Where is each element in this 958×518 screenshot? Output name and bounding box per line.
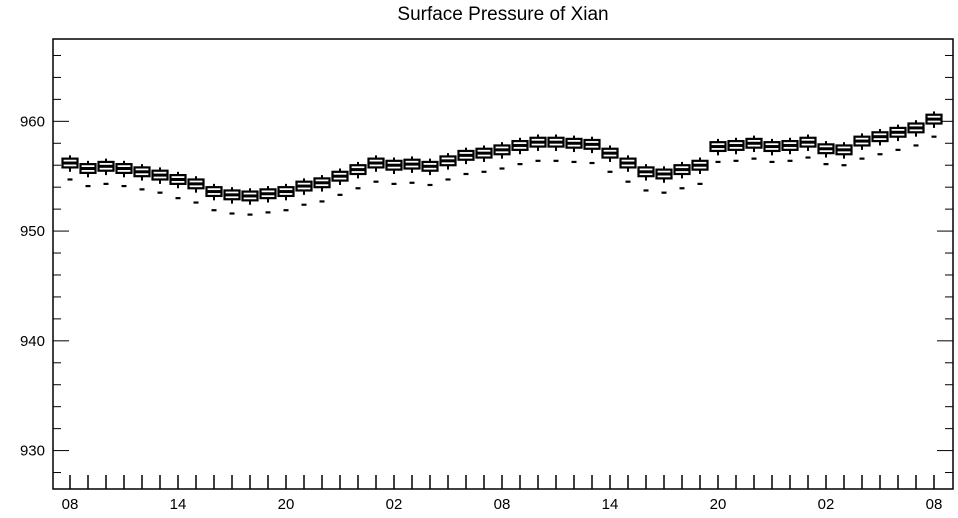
box xyxy=(673,161,691,190)
box xyxy=(385,157,403,185)
box xyxy=(709,138,727,164)
box xyxy=(97,158,115,185)
box xyxy=(907,120,925,147)
y-tick-label: 950 xyxy=(20,223,45,240)
box xyxy=(403,156,421,184)
x-tick-label: 02 xyxy=(818,496,835,513)
box xyxy=(529,134,547,162)
box xyxy=(367,155,385,183)
box xyxy=(781,137,799,162)
box xyxy=(601,145,619,173)
box xyxy=(799,134,817,159)
y-tick-label: 940 xyxy=(20,333,45,350)
box xyxy=(475,145,493,173)
box xyxy=(295,178,313,206)
box xyxy=(511,137,529,166)
box xyxy=(925,111,943,138)
box xyxy=(547,134,565,162)
box xyxy=(457,147,475,176)
box xyxy=(637,164,655,192)
box xyxy=(205,183,223,212)
x-tick-label: 08 xyxy=(62,496,79,513)
box xyxy=(169,171,187,200)
box xyxy=(331,168,349,196)
box xyxy=(277,183,295,212)
chart-title: Surface Pressure of Xian xyxy=(397,4,609,25)
box xyxy=(745,135,763,160)
x-tick-label: 20 xyxy=(710,496,727,513)
y-tick-label: 930 xyxy=(20,443,45,460)
box xyxy=(835,142,853,167)
box xyxy=(655,166,673,194)
box xyxy=(565,135,583,164)
box xyxy=(187,176,205,204)
x-tick-label: 20 xyxy=(278,496,295,513)
y-tick-label: 960 xyxy=(20,113,45,130)
box xyxy=(619,155,637,183)
box xyxy=(151,167,169,194)
box xyxy=(691,157,709,185)
x-tick-label: 08 xyxy=(494,496,511,513)
box xyxy=(889,124,907,151)
box xyxy=(115,160,133,188)
x-tick-label: 02 xyxy=(386,496,403,513)
box xyxy=(421,158,439,187)
box xyxy=(439,153,457,181)
x-tick-label: 14 xyxy=(170,496,187,513)
box xyxy=(349,161,367,190)
box xyxy=(259,186,277,214)
x-tick-label: 14 xyxy=(602,496,619,513)
box xyxy=(133,164,151,191)
box xyxy=(313,175,331,203)
box xyxy=(817,141,835,166)
box xyxy=(61,155,79,181)
box xyxy=(493,142,511,170)
box xyxy=(853,133,871,160)
box xyxy=(763,138,781,164)
box xyxy=(223,187,241,215)
box xyxy=(79,160,97,188)
box xyxy=(583,136,601,165)
plot-frame xyxy=(52,38,954,490)
x-tick-label: 08 xyxy=(926,496,943,513)
box xyxy=(871,129,889,156)
box xyxy=(241,188,259,216)
box xyxy=(727,137,745,162)
